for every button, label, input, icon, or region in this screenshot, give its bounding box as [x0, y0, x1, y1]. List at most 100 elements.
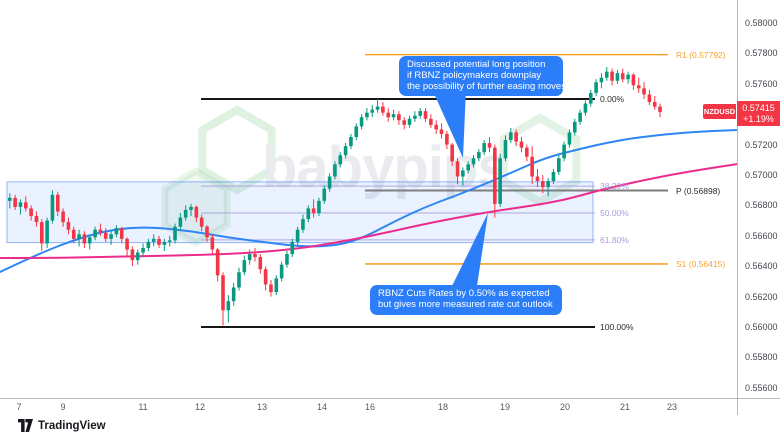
candle-body: [253, 254, 257, 258]
candle-body: [93, 229, 97, 238]
candle-body: [599, 77, 604, 83]
candle-body: [237, 272, 241, 288]
ma-blue[interactable]: [0, 129, 737, 273]
candle-body: [8, 197, 12, 201]
time-tick-label: 13: [256, 402, 268, 412]
candle-body: [221, 275, 225, 311]
candle-body: [572, 121, 577, 133]
candle-body: [636, 85, 641, 89]
callout-rbnz-cut[interactable]: RBNZ Cuts Rates by 0.50% as expected but…: [370, 285, 562, 315]
tradingview-logo-icon: [18, 419, 33, 432]
time-tick-label: 14: [316, 402, 328, 412]
candle-body: [66, 222, 71, 230]
candle-body: [652, 102, 657, 107]
candle-body: [301, 219, 305, 230]
candle-body: [279, 264, 284, 279]
candle-body: [317, 200, 321, 213]
candle-body: [226, 301, 231, 311]
time-tick-label: 19: [499, 402, 511, 412]
candle-body: [509, 132, 513, 141]
candle-body: [626, 74, 630, 80]
candle-body: [61, 211, 65, 223]
candle-body: [210, 237, 215, 250]
callout-line: RBNZ Cuts Rates by 0.50% as expected: [378, 288, 550, 299]
candle-body: [429, 118, 433, 125]
price-axis[interactable]: 0.580000.578000.576000.574000.572000.570…: [737, 0, 780, 398]
price-tick-label: 0.58000: [745, 18, 778, 28]
candle-body: [189, 206, 193, 210]
callout-long-position[interactable]: Discussed potential long position if RBN…: [399, 56, 566, 97]
candle-body: [588, 92, 593, 104]
fib-level-label: 100.00%: [600, 322, 634, 332]
time-tick-label: 11: [138, 402, 148, 412]
callout-line: if RBNZ policymakers downplay: [407, 69, 542, 81]
price-tick-label: 0.56000: [745, 322, 778, 332]
ma-pink[interactable]: [0, 163, 737, 259]
candle-body: [413, 115, 417, 119]
price-tick-label: 0.57800: [745, 48, 778, 59]
candle-body: [205, 226, 209, 238]
candle-body: [546, 181, 550, 188]
candle-body: [487, 143, 492, 148]
candle-body: [23, 202, 28, 209]
time-tick-label: 7: [16, 402, 22, 412]
candle-body: [18, 202, 23, 207]
candle-body: [247, 254, 252, 261]
price-pane[interactable]: babypips Discussed potential long positi…: [0, 0, 737, 398]
candle-body: [162, 241, 167, 245]
candle-body: [71, 229, 76, 239]
candle-body: [338, 155, 343, 165]
candle-body: [354, 126, 359, 137]
candle-body: [386, 112, 391, 118]
callout-line: but gives more measured rate cut outlook: [378, 298, 553, 310]
candle-body: [183, 209, 188, 218]
candle-body: [322, 188, 327, 201]
candle-body: [125, 238, 129, 250]
candle-body: [530, 156, 534, 177]
candle-body: [370, 109, 375, 113]
candle-body: [269, 284, 273, 293]
candle-body: [285, 254, 289, 265]
candle-body: [173, 226, 177, 241]
candle-body: [407, 118, 412, 125]
time-tick-label: 20: [559, 402, 571, 412]
candle-body: [130, 249, 135, 261]
candle-body: [215, 249, 220, 276]
candle-body: [109, 234, 113, 239]
price-tick-label: 0.57200: [745, 139, 778, 150]
candle-body: [50, 194, 55, 221]
candle-body: [620, 73, 625, 80]
last-price-value: 0.57415: [742, 103, 775, 113]
candle-body: [498, 158, 502, 204]
candle-body: [103, 232, 108, 239]
pivot-label-R1: R1 (0.57792): [676, 49, 726, 60]
tradingview-logo[interactable]: TradingView: [18, 419, 106, 432]
candle-body: [402, 120, 407, 125]
candle-body: [359, 117, 364, 127]
time-tick-label: 9: [60, 402, 66, 412]
candle-body: [311, 208, 316, 213]
chart-canvas[interactable]: [0, 0, 737, 398]
candle-body: [199, 217, 204, 227]
candle-body: [146, 241, 151, 248]
candle-body: [514, 132, 518, 142]
candle-body: [141, 247, 145, 253]
candle-body: [135, 252, 140, 261]
candle-body: [151, 238, 156, 242]
candle-body: [594, 82, 598, 93]
candle-body: [290, 241, 295, 255]
candle-body: [482, 143, 486, 153]
candle-body: [418, 111, 423, 116]
candle-body: [642, 88, 646, 95]
price-tick-label: 0.56400: [745, 261, 778, 272]
last-price-badge: 0.57415 +1.19%: [737, 101, 780, 126]
candle-body: [29, 208, 33, 217]
candle-body: [610, 71, 614, 81]
candle-body: [647, 94, 652, 103]
candle-body: [439, 129, 444, 134]
candle-body: [493, 147, 497, 204]
candle-body: [556, 158, 561, 172]
candle-body: [365, 112, 369, 118]
time-axis[interactable]: 7 9 11 12 13 14 16 18 19 20 21 23: [0, 398, 780, 416]
